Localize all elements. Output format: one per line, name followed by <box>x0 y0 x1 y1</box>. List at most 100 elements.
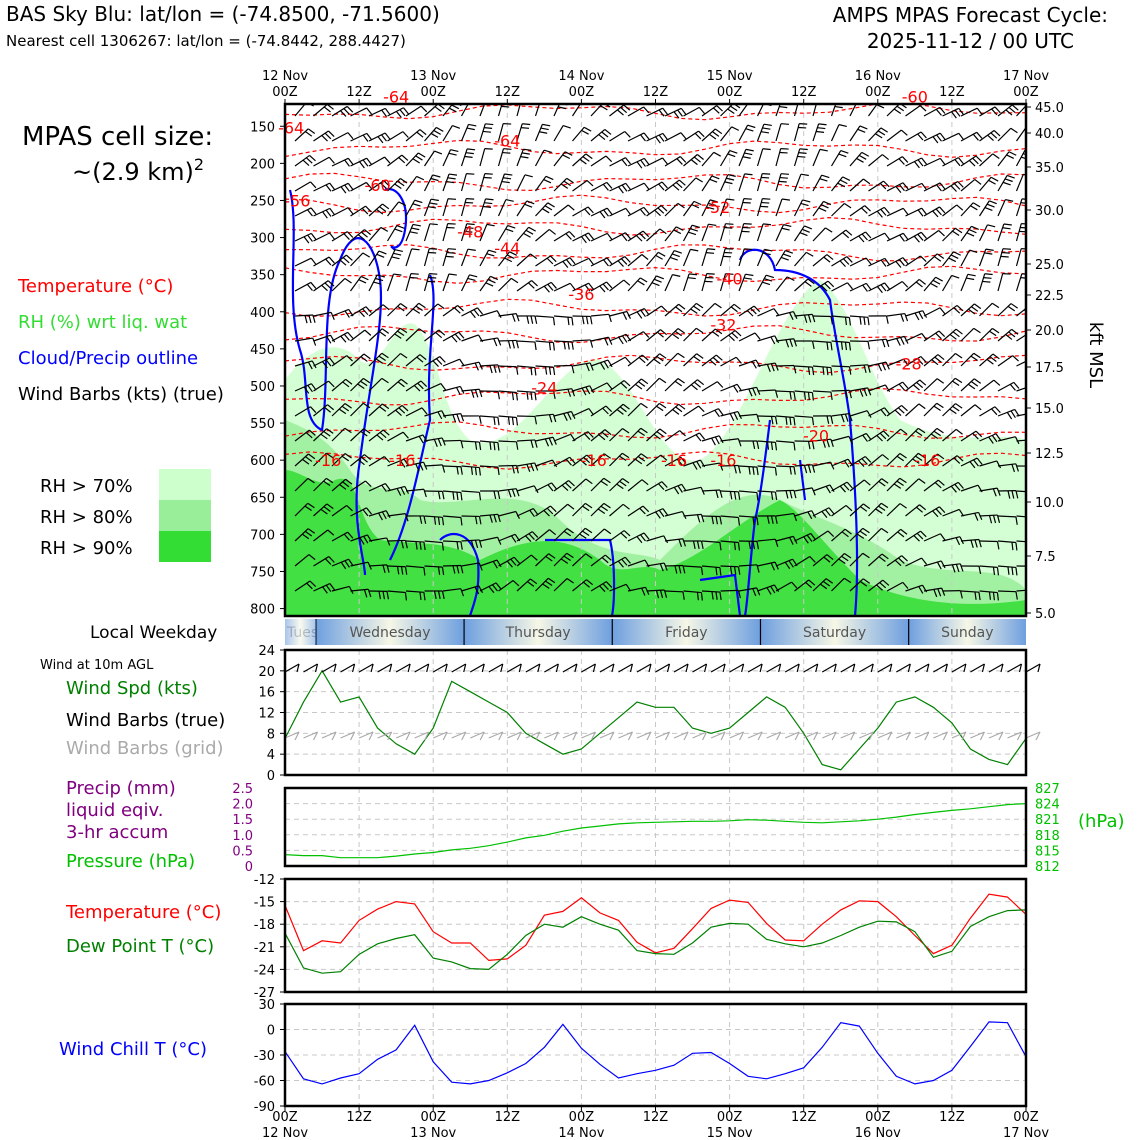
surface-wind-barb <box>710 663 726 673</box>
wind-barb <box>812 507 835 519</box>
wind-barb <box>553 315 574 326</box>
wind-barb <box>831 528 852 542</box>
wind-barb <box>535 255 557 267</box>
wind-barb <box>812 438 834 448</box>
cross-section-plot <box>285 104 1026 616</box>
wind-barb <box>516 123 531 142</box>
wind-speed-line <box>284 669 1027 771</box>
wind-barbs-true-legend: Wind Barbs (true) <box>66 710 225 731</box>
wind-barb <box>590 232 613 242</box>
kft-tick-label: 45.0 <box>1035 101 1064 116</box>
wind-barb <box>701 462 724 471</box>
wind-barb <box>756 248 773 267</box>
wind-barb <box>664 202 685 217</box>
nearest-cell-subtitle: Nearest cell 1306267: lat/lon = (-74.844… <box>6 32 406 50</box>
surface-wind-barb <box>432 663 448 673</box>
wind-barb <box>942 455 964 467</box>
station-title: BAS Sky Blu: lat/lon = (-74.8500, -71.56… <box>6 2 440 26</box>
isotherm-label: -20 <box>803 427 829 446</box>
wind-barb <box>572 126 592 142</box>
wind-barb <box>313 428 334 442</box>
wind-barb <box>997 223 1012 242</box>
wind-barb <box>960 107 983 117</box>
wind-barb <box>720 410 742 422</box>
wind-barb <box>793 123 808 142</box>
wind-barb <box>479 198 494 217</box>
wind-barb <box>794 440 815 450</box>
wind-barb <box>424 150 443 167</box>
cross-section-panel: -64 -60 -64 -64 -60 -56 -52 -48 -44 -40 -36 -32 -28 -… <box>250 69 1064 622</box>
wind-barb <box>942 536 964 546</box>
wind-barb <box>868 127 888 142</box>
wind-barb <box>350 107 373 117</box>
wind-barb <box>942 403 963 417</box>
isotherm-label: -16 <box>581 451 607 470</box>
cloud-outline <box>389 274 435 561</box>
wind-barb <box>979 302 1000 317</box>
y-tick-label: -30 <box>254 1049 275 1064</box>
wind-barb <box>960 565 982 575</box>
wind-barb <box>331 331 354 343</box>
wind-barb <box>720 464 741 474</box>
top-hour-label: 00Z <box>717 85 743 100</box>
bottom-hour-label: 12Z <box>791 1110 817 1125</box>
wind-barb <box>535 529 557 542</box>
wind-barb <box>405 273 419 292</box>
wind-barb <box>738 515 759 526</box>
wind-barb <box>572 232 595 244</box>
wind-barb <box>627 453 649 467</box>
wind-barb <box>331 207 354 217</box>
y-tick-label: 8 <box>267 727 275 742</box>
wind-barb <box>905 478 926 492</box>
wind-barb <box>627 378 649 392</box>
wind-panel: 0 4 8 12 16 20 24 <box>258 644 1041 784</box>
y-tick-label: 24 <box>258 644 275 659</box>
grid-wind-barb <box>914 731 930 741</box>
wind-barb <box>387 154 409 167</box>
wind-barb <box>720 330 742 342</box>
weekday-band <box>285 619 316 645</box>
wind-barb <box>609 256 631 267</box>
wind-barb <box>738 465 759 476</box>
grid-wind-barb <box>284 731 300 741</box>
wind-barb <box>738 440 760 449</box>
wind-barb <box>923 354 945 367</box>
wind-barb <box>387 458 410 468</box>
wind-barb <box>978 224 996 242</box>
wind-barb <box>313 334 336 344</box>
wind-barb <box>738 305 761 317</box>
wind-barb <box>535 228 556 242</box>
wind-barb <box>923 132 946 144</box>
wind-barb <box>812 148 828 167</box>
pressure-tick-label: 824 <box>1035 798 1060 813</box>
wind-barb <box>775 224 792 242</box>
wind-barb <box>572 257 595 267</box>
weekday-label: Saturday <box>803 625 866 641</box>
wind-barb <box>738 124 756 142</box>
wind-barb <box>1016 104 1026 117</box>
wind-barb <box>442 331 465 343</box>
precip-tick-label: 0.5 <box>232 844 253 859</box>
wind-barb <box>868 478 889 492</box>
wind-barb <box>886 555 908 567</box>
wind-barb <box>516 253 538 267</box>
wind-barb <box>719 223 734 242</box>
wind-barb <box>960 327 981 342</box>
wind-barb <box>535 202 555 217</box>
wind-barb <box>831 481 853 493</box>
wind-barb <box>923 506 946 518</box>
wind-barb <box>294 207 317 217</box>
wind-barb <box>331 254 353 267</box>
grid-wind-barb <box>970 731 985 741</box>
wind-barb <box>979 353 1000 367</box>
wind-barb <box>442 588 465 597</box>
wind-barb <box>442 304 464 317</box>
wind-barb <box>812 280 835 292</box>
isotherm <box>285 172 1026 192</box>
wind-barb <box>294 554 316 567</box>
wind-barb <box>923 587 946 598</box>
wind-barb <box>849 503 871 517</box>
wind-barb <box>350 454 372 467</box>
wind-barb <box>757 440 778 451</box>
wind-barb <box>405 248 420 267</box>
